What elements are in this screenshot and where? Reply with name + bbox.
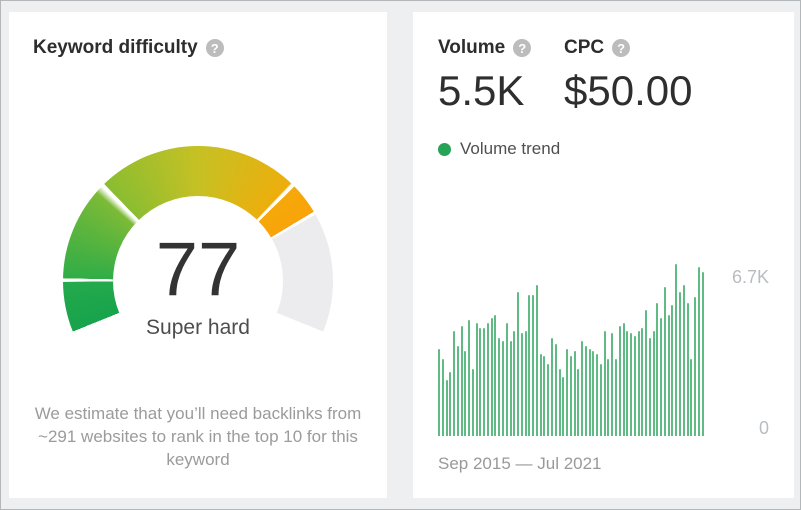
volume-bar — [550, 338, 553, 436]
volume-label: Volume — [438, 37, 506, 58]
volume-bar — [502, 341, 505, 436]
volume-bar — [652, 330, 655, 436]
volume-bar — [486, 323, 489, 436]
volume-label-row: Volume ? — [438, 37, 532, 59]
volume-bar — [460, 325, 463, 436]
cpc-label: CPC — [564, 37, 605, 58]
volume-bar — [543, 356, 546, 436]
volume-bar — [562, 376, 565, 436]
volume-bar — [577, 369, 580, 436]
volume-bar — [535, 284, 538, 436]
difficulty-label: Super hard — [146, 316, 250, 339]
volume-bar — [690, 359, 693, 436]
volume-bar — [701, 271, 704, 436]
volume-trend-chart — [438, 264, 704, 436]
difficulty-score: 77 — [155, 227, 241, 312]
volume-bar — [532, 294, 535, 436]
volume-bar — [679, 292, 681, 436]
volume-cpc-card: Volume ? 5.5K CPC ? $50.00 Volume trend … — [413, 12, 794, 498]
volume-bar — [528, 294, 531, 436]
volume-bar — [682, 284, 685, 436]
volume-bar — [626, 330, 629, 436]
volume-bar — [475, 323, 478, 436]
volume-bar — [566, 348, 569, 436]
volume-bar — [517, 292, 520, 436]
difficulty-gauge-hole — [113, 196, 283, 341]
volume-bar — [686, 302, 689, 436]
volume-bar — [622, 323, 625, 436]
keyword-difficulty-title-row: Keyword difficulty ? — [33, 37, 224, 59]
legend-label: Volume trend — [460, 139, 561, 158]
difficulty-gauge: 77 Super hard — [63, 146, 333, 341]
volume-bar — [547, 364, 550, 436]
volume-bar — [596, 353, 599, 436]
volume-bar — [468, 320, 471, 436]
volume-bar — [675, 264, 678, 436]
volume-trend-legend: Volume trend — [438, 139, 560, 159]
volume-bar — [490, 317, 493, 436]
help-icon[interactable]: ? — [513, 39, 532, 57]
volume-metric: Volume ? 5.5K — [438, 37, 532, 114]
volume-bar — [599, 364, 602, 436]
volume-bar — [645, 310, 648, 436]
volume-bar — [697, 266, 700, 436]
volume-bar — [603, 330, 606, 436]
cpc-metric: CPC ? $50.00 — [564, 37, 692, 114]
volume-bar — [633, 335, 636, 436]
volume-bar — [464, 351, 467, 436]
volume-bar — [441, 359, 444, 436]
volume-bar — [641, 328, 644, 436]
volume-bar — [656, 302, 659, 436]
volume-bar — [445, 379, 448, 436]
difficulty-footnote: We estimate that you’ll need backlinks f… — [34, 404, 362, 469]
volume-bar — [509, 341, 512, 436]
volume-bar — [438, 348, 440, 436]
volume-bar — [453, 330, 456, 436]
volume-value: 5.5K — [438, 67, 525, 114]
volume-bar — [479, 328, 482, 436]
volume-bar — [573, 351, 576, 436]
volume-bar — [588, 348, 591, 436]
volume-bar — [630, 333, 633, 436]
volume-bar — [694, 297, 697, 436]
y-axis-min-label: 0 — [758, 418, 769, 438]
volume-bar — [581, 341, 584, 436]
volume-bar — [569, 356, 572, 436]
volume-bar — [524, 330, 527, 436]
volume-bar — [449, 371, 452, 436]
volume-bar — [505, 323, 508, 436]
volume-bar — [637, 330, 640, 436]
keyword-difficulty-title: Keyword difficulty — [33, 37, 198, 58]
volume-bar — [614, 359, 617, 436]
volume-bar — [558, 369, 561, 436]
volume-bar — [456, 346, 459, 436]
cpc-value: $50.00 — [564, 67, 693, 114]
volume-bar — [667, 315, 670, 436]
volume-bar — [520, 333, 523, 436]
volume-bar — [663, 287, 666, 436]
volume-bar — [554, 343, 557, 436]
volume-bar — [494, 315, 497, 436]
help-icon[interactable]: ? — [612, 39, 631, 57]
volume-bar — [513, 330, 516, 436]
volume-bar — [471, 369, 474, 436]
volume-bar — [539, 353, 542, 436]
volume-bar — [584, 346, 587, 436]
volume-bar — [607, 359, 610, 436]
volume-bar — [671, 305, 674, 436]
cpc-label-row: CPC ? — [564, 37, 692, 59]
date-range-label: Sep 2015 — Jul 2021 — [438, 454, 602, 473]
volume-bar — [592, 351, 595, 436]
volume-bar — [660, 317, 663, 436]
legend-dot-icon — [438, 142, 451, 156]
volume-bar — [498, 338, 501, 436]
volume-bar — [611, 333, 614, 436]
volume-bar — [618, 325, 621, 436]
y-axis-max-label: 6.7K — [731, 267, 769, 287]
volume-bar — [483, 328, 486, 436]
keyword-difficulty-card: Keyword difficulty ? 77 Super hard We es… — [9, 12, 387, 498]
help-icon[interactable]: ? — [205, 39, 224, 57]
volume-bar — [648, 338, 651, 436]
